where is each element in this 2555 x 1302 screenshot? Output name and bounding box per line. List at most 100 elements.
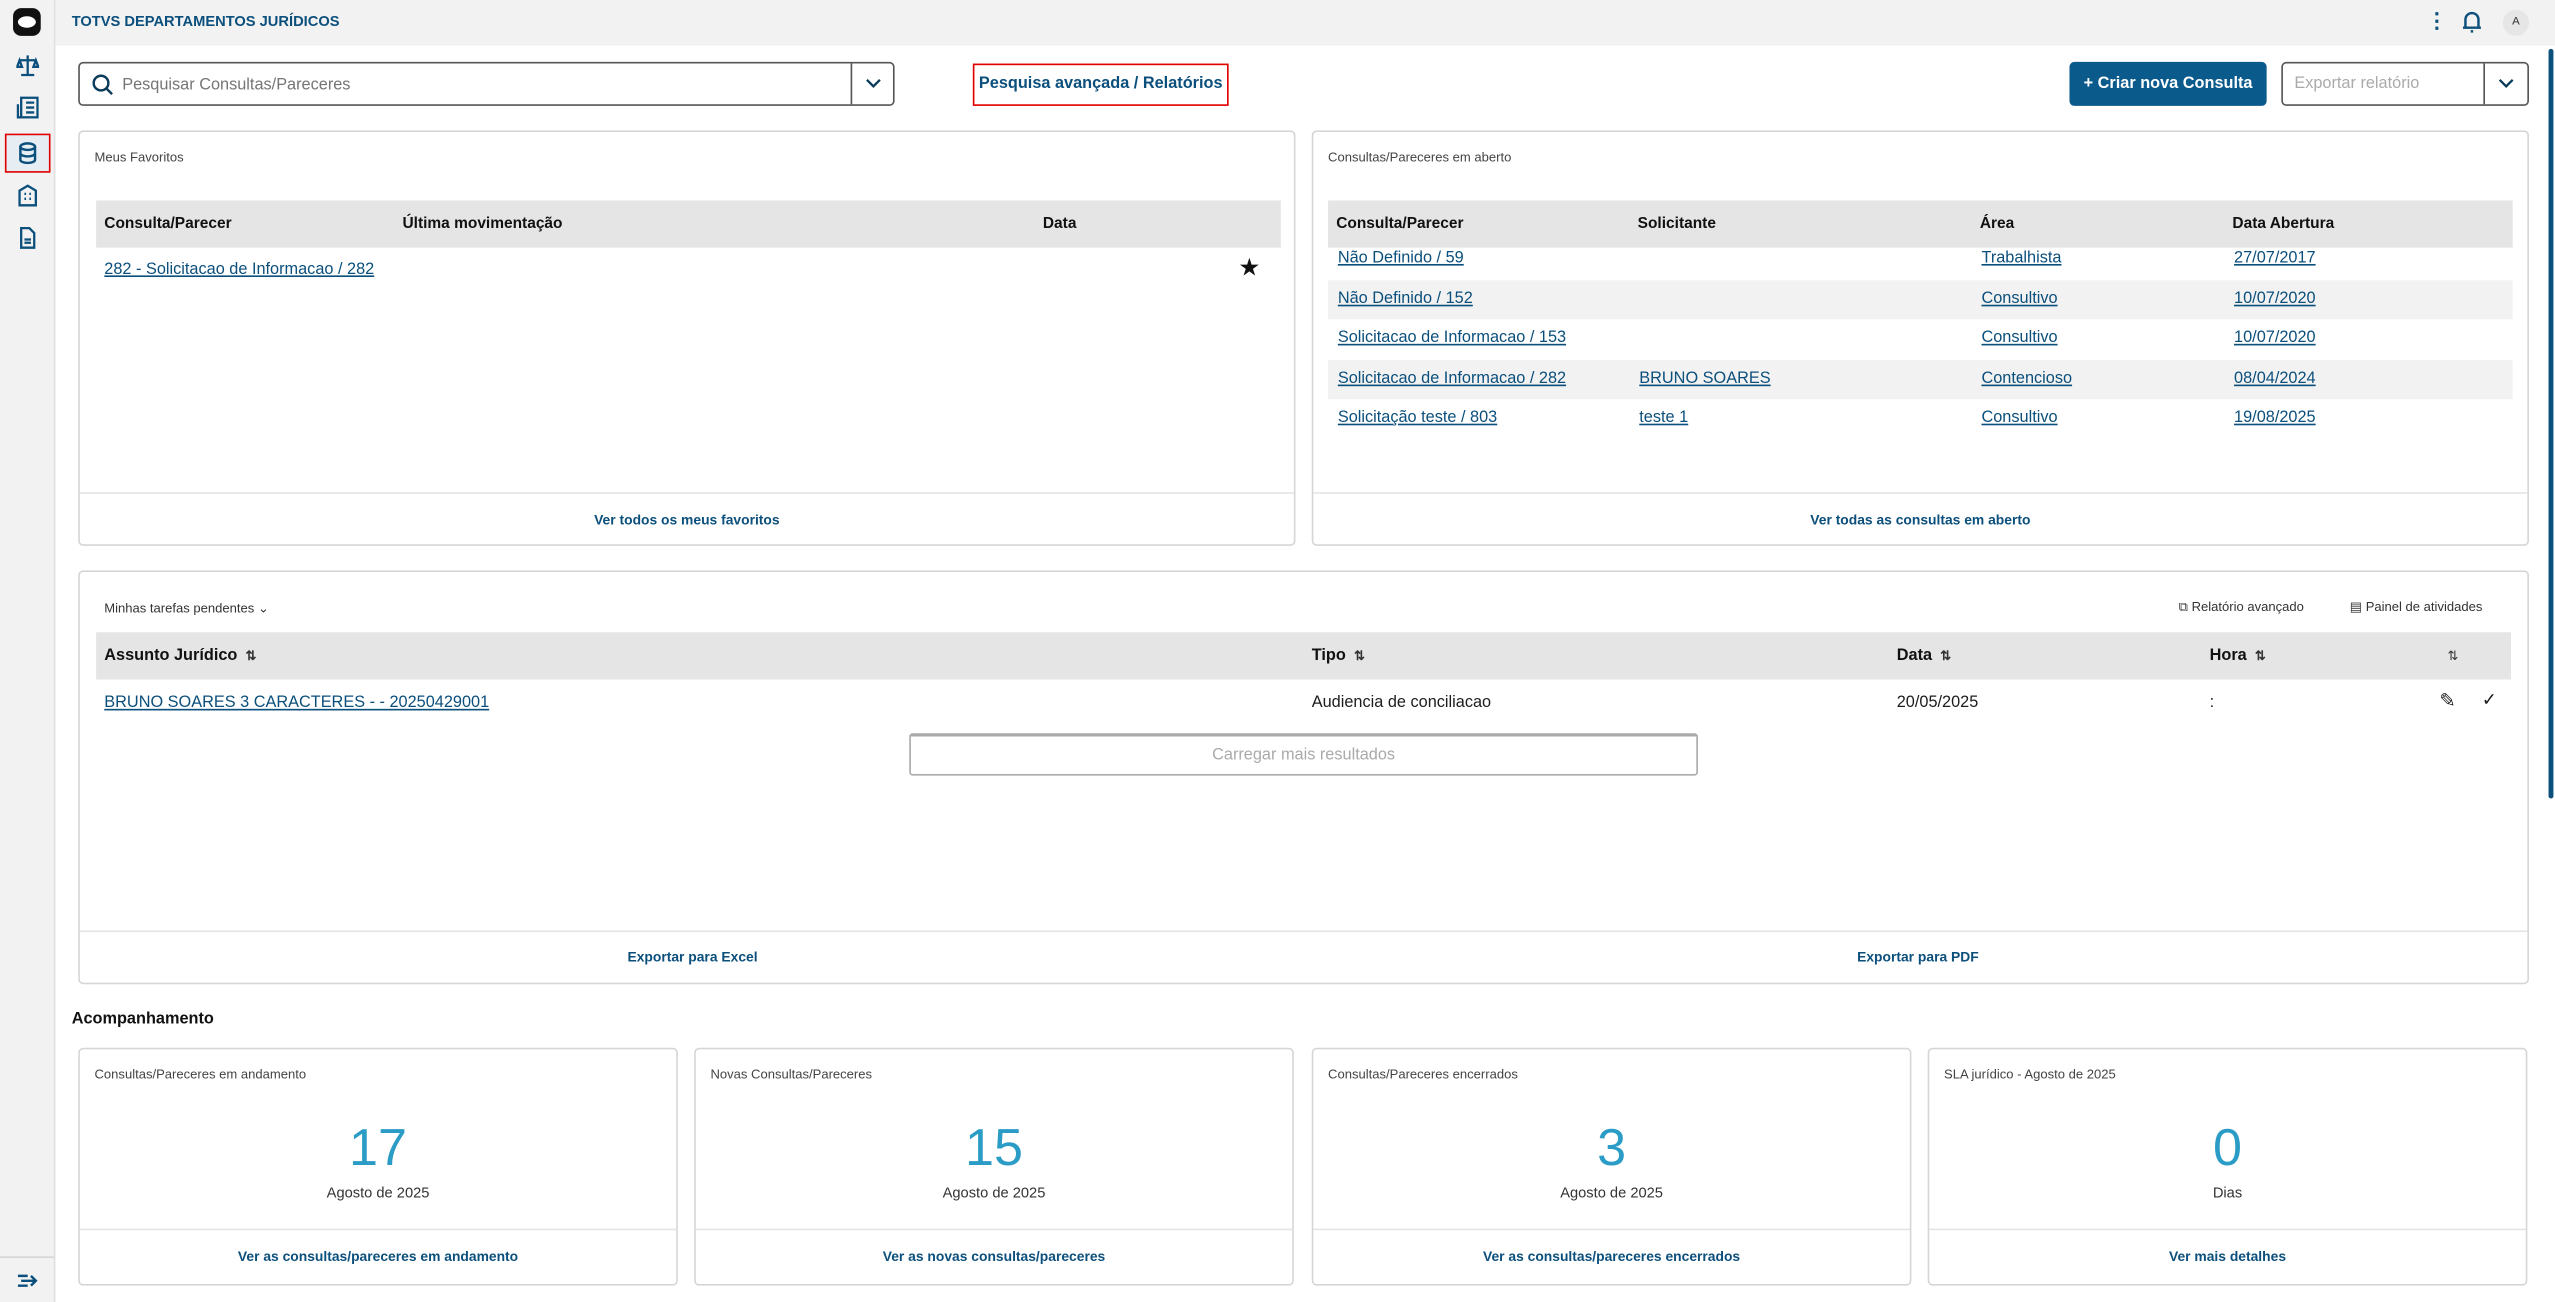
scrollbar[interactable] [2548, 48, 2554, 799]
open-consultation-area[interactable]: Consultivo [1981, 289, 2058, 308]
tracking-card-value: 15 [964, 1117, 1023, 1177]
sort-actions[interactable]: ⇅ [2439, 647, 2459, 665]
expand-menu-icon[interactable] [11, 1264, 44, 1297]
sort-hora[interactable]: Hora ⇅ [2210, 647, 2266, 665]
chevron-down-icon [2498, 79, 2514, 88]
divider [1313, 492, 2528, 494]
totvs-logo[interactable] [13, 8, 41, 36]
open-consultation-data[interactable]: 19/08/2025 [2234, 409, 2316, 427]
search-dropdown-button[interactable] [850, 63, 893, 105]
avatar[interactable]: A [2502, 9, 2529, 36]
open-consultation-consulta[interactable]: Solicitacao de Informacao / 282 [1337, 369, 1567, 388]
open-consultation-area[interactable]: Consultivo [1981, 409, 2058, 427]
load-more-button[interactable]: Carregar mais resultados [909, 733, 1698, 776]
check-icon[interactable]: ✓ [2481, 690, 2497, 711]
divider [1313, 1228, 1910, 1231]
task-subject-link[interactable]: BRUNO SOARES 3 CARACTERES - - 2025042900… [104, 694, 490, 713]
view-all-favorites-link[interactable]: Ver todos os meus favoritos [594, 511, 780, 528]
open-consultation-consulta[interactable]: Não Definido / 152 [1337, 289, 1473, 308]
open-consultation-solicitante[interactable]: BRUNO SOARES [1639, 369, 1771, 388]
sidebar [0, 0, 56, 1302]
tracking-card-title: Consultas/Pareceres encerrados [1328, 1067, 1518, 1082]
open-consultations-card: Consultas/Pareceres em aberto Consulta/P… [1311, 130, 2529, 546]
open-consultation-area[interactable]: Contencioso [1981, 369, 2073, 388]
tracking-card-link[interactable]: Ver as consultas/pareceres encerrados [1482, 1248, 1741, 1265]
open-consultation-data[interactable]: 27/07/2017 [2234, 249, 2316, 268]
sort-icon: ⇅ [2447, 648, 2459, 664]
sort-data[interactable]: Data ⇅ [1897, 647, 1951, 665]
file-icon[interactable] [11, 222, 44, 255]
sort-assunto[interactable]: Assunto Jurídico ⇅ [104, 647, 256, 665]
tracking-card: Consultas/Pareceres em andamento 17 Agos… [78, 1047, 678, 1286]
open-consultation-area[interactable]: Trabalhista [1981, 249, 2062, 268]
divider [695, 1228, 1293, 1231]
star-icon[interactable]: ★ [1238, 254, 1261, 282]
column-header: Data [1042, 215, 1077, 234]
column-header: Solicitante [1637, 215, 1716, 234]
tracking-card-value: 0 [2213, 1117, 2243, 1177]
tracking-card: SLA jurídico - Agosto de 2025 0 Dias Ver… [1927, 1047, 2528, 1286]
tracking-card-subtitle: Agosto de 2025 [326, 1184, 430, 1201]
database-icon[interactable] [11, 137, 44, 170]
open-consultation-data[interactable]: 08/04/2024 [2234, 369, 2316, 388]
sort-icon: ⇅ [1354, 648, 1365, 664]
tracking-card-title: Consultas/Pareceres em andamento [94, 1067, 307, 1082]
open-consultation-consulta[interactable]: Não Definido / 59 [1337, 249, 1464, 268]
activity-panel-label: Painel de atividades [2365, 599, 2483, 615]
advanced-report-link[interactable]: ⧉ Relatório avançado [2179, 600, 2304, 616]
pending-tasks-dropdown[interactable]: Minhas tarefas pendentes ⌄ [104, 601, 269, 616]
more-options-icon[interactable]: ⋮ [2426, 8, 2448, 33]
column-header: Hora [2209, 646, 2247, 665]
pending-tasks-card: Minhas tarefas pendentes ⌄ ⧉ Relatório a… [78, 570, 2529, 985]
sidebar-divider [0, 1256, 54, 1258]
open-consultation-area[interactable]: Consultivo [1981, 329, 2058, 348]
edit-pencil-icon[interactable]: ✎ [2439, 689, 2456, 713]
open-consultation-solicitante[interactable]: teste 1 [1639, 409, 1689, 427]
tracking-card-value: 17 [349, 1117, 408, 1177]
export-dropdown-button[interactable] [2483, 63, 2527, 105]
search-box[interactable] [78, 61, 895, 106]
external-link-icon: ⧉ [2178, 599, 2188, 615]
list-document-icon[interactable] [11, 91, 44, 124]
column-header: Consulta/Parecer [1336, 215, 1464, 234]
divider [79, 930, 2528, 933]
divider [79, 492, 1294, 494]
advanced-search-link[interactable]: Pesquisa avançada / Relatórios [972, 63, 1229, 106]
column-header: Assunto Jurídico [104, 646, 238, 665]
tracking-card-link[interactable]: Ver mais detalhes [2168, 1248, 2287, 1265]
column-header: Data [1896, 646, 1933, 665]
sort-icon: ⇅ [245, 648, 257, 664]
open-consultation-consulta[interactable]: Solicitacao de Informacao / 153 [1337, 329, 1567, 348]
active-item-highlight [4, 133, 51, 173]
notification-bell-icon[interactable] [2461, 10, 2484, 39]
column-header: Tipo [1311, 646, 1346, 665]
open-consultation-data[interactable]: 10/07/2020 [2234, 329, 2316, 348]
favorites-card: Meus Favoritos Consulta/Parecer Última m… [78, 130, 1296, 546]
search-input[interactable] [122, 71, 840, 98]
export-excel-link[interactable]: Exportar para Excel [627, 948, 758, 965]
pending-tasks-title: Minhas tarefas pendentes [104, 601, 255, 616]
create-consultation-button[interactable]: + Criar nova Consulta [2069, 61, 2267, 106]
tracking-card-link[interactable]: Ver as novas consultas/pareceres [882, 1248, 1106, 1265]
tracking-card-value: 3 [1597, 1117, 1627, 1177]
tasks-table-header: Assunto Jurídico ⇅ Tipo ⇅ Data ⇅ Hora ⇅ ⇅ [96, 632, 2512, 680]
tracking-card-subtitle: Agosto de 2025 [942, 1184, 1046, 1201]
tracking-card-title: Novas Consultas/Pareceres [710, 1067, 873, 1082]
tracking-card-link[interactable]: Ver as consultas/pareceres em andamento [237, 1248, 519, 1265]
sort-icon: ⇅ [1940, 648, 1952, 664]
scale-icon[interactable] [11, 49, 44, 82]
tracking-card: Novas Consultas/Pareceres 15 Agosto de 2… [694, 1047, 1294, 1286]
sort-tipo[interactable]: Tipo ⇅ [1312, 647, 1365, 665]
chevron-down-icon [866, 79, 881, 88]
advanced-report-label: Relatório avançado [2191, 599, 2304, 615]
divider [1929, 1228, 2526, 1231]
export-report-select[interactable]: Exportar relatório [2281, 61, 2529, 106]
favorite-consultation-link[interactable]: 282 - Solicitacao de Informacao / 282 [104, 260, 375, 279]
app-title: TOTVS DEPARTAMENTOS JURÍDICOS [71, 13, 340, 30]
activity-panel-link[interactable]: ▤ Painel de atividades [2350, 600, 2483, 615]
open-consultation-consulta[interactable]: Solicitação teste / 803 [1337, 409, 1498, 427]
open-consultation-data[interactable]: 10/07/2020 [2234, 289, 2316, 308]
view-all-open-link[interactable]: Ver todas as consultas em aberto [1810, 511, 2031, 528]
building-icon[interactable] [11, 179, 44, 212]
export-pdf-link[interactable]: Exportar para PDF [1857, 948, 1979, 965]
